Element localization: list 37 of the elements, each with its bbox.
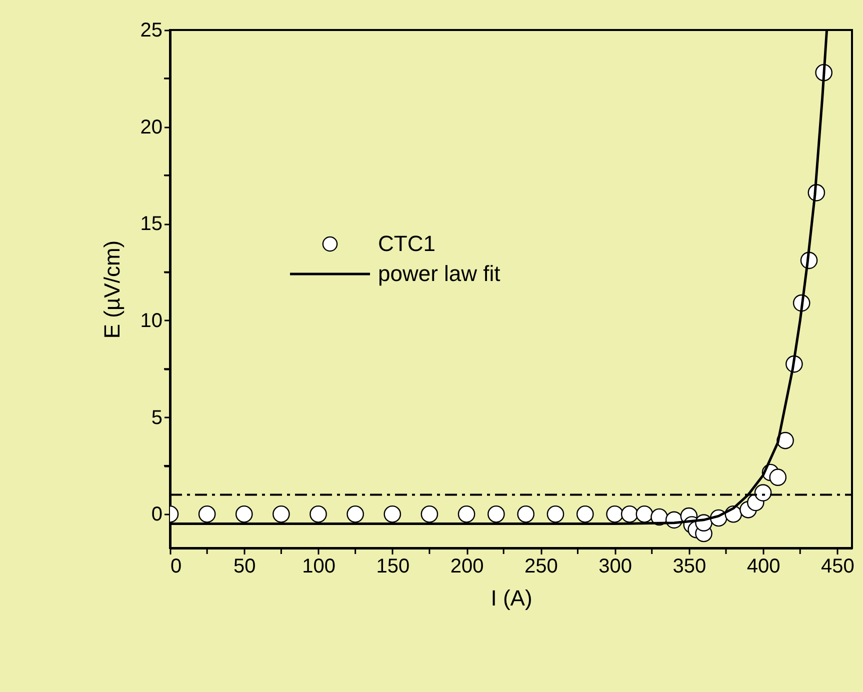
x-tick-label: 300 <box>598 556 632 578</box>
x-tick-label: 200 <box>450 556 484 578</box>
point <box>272 505 290 523</box>
point <box>620 505 638 523</box>
y-tick-label: 0 <box>151 504 162 526</box>
y-tick-label: 25 <box>140 20 162 42</box>
point <box>576 505 594 523</box>
point <box>754 484 772 502</box>
y-tick-label: 15 <box>140 213 162 236</box>
y-axis-title: E (µV/cm) <box>99 240 124 339</box>
y-tick-label: 10 <box>140 310 162 332</box>
point <box>420 505 438 523</box>
point <box>384 505 402 523</box>
point <box>310 505 327 523</box>
y-tick-label: 5 <box>151 406 162 429</box>
x-tick-label: 50 <box>234 556 256 578</box>
point <box>546 505 564 523</box>
point <box>458 505 476 523</box>
point <box>636 505 654 523</box>
x-tick-label: 400 <box>746 556 780 578</box>
y-tick-label: 20 <box>140 116 162 138</box>
point <box>346 505 364 523</box>
point <box>235 505 253 523</box>
point <box>198 505 216 523</box>
x-tick-label: 0 <box>170 556 182 578</box>
x-axis-title: I (A) <box>490 586 532 610</box>
legend-label: power law fit <box>378 261 500 286</box>
x-tick-label: 150 <box>376 556 410 578</box>
x-tick-label: 450 <box>820 556 854 578</box>
point <box>769 468 787 486</box>
legend-label: CTC1 <box>378 231 436 256</box>
x-tick-label: 100 <box>302 556 336 578</box>
x-tick-label: 350 <box>672 556 706 578</box>
point <box>488 505 505 523</box>
point <box>517 505 534 523</box>
point <box>606 505 624 523</box>
x-tick-label: 250 <box>524 556 558 578</box>
